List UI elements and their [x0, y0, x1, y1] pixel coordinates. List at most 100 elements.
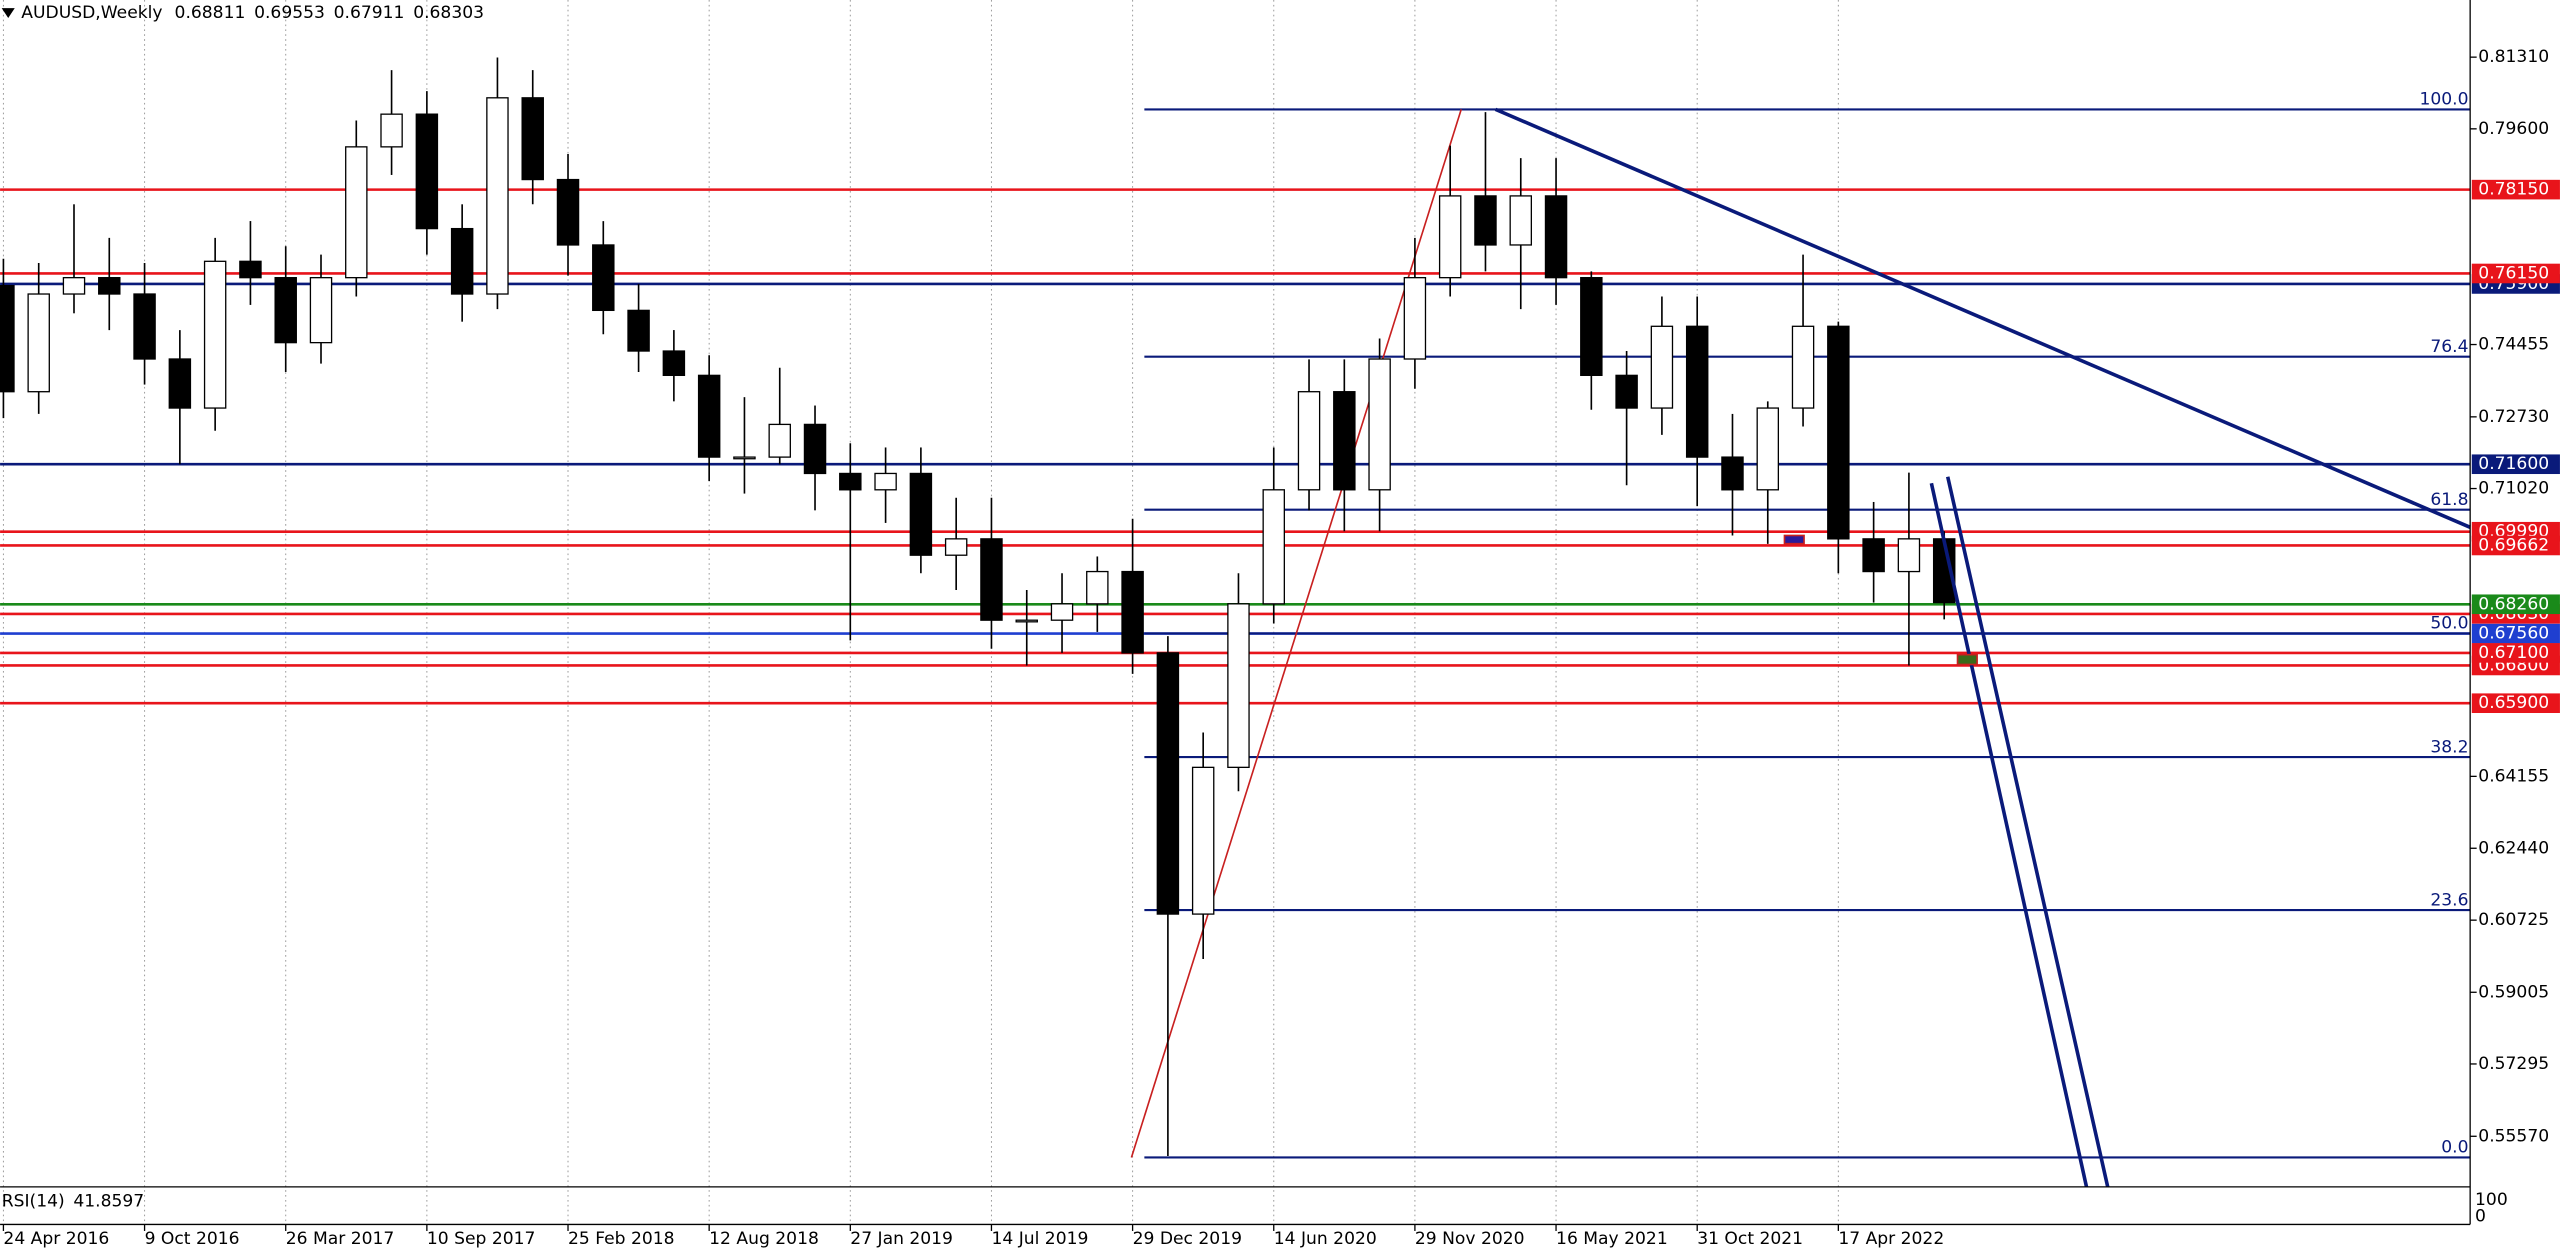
x-tick-label: 27 Jan 2019: [850, 1229, 953, 1249]
fibo-label: 23.6: [2430, 890, 2468, 910]
y-tick-label: 0.64155: [2478, 766, 2549, 786]
fibo-label: 76.4: [2430, 337, 2468, 357]
fibo-label: 38.2: [2430, 737, 2468, 757]
candle-body: [1156, 652, 1180, 915]
candle-body: [627, 309, 650, 352]
axes: 0.81310 0.79600 0.74455 0.72730 0.71020 0.641…: [2, 47, 2560, 1249]
candle-body: [309, 277, 333, 344]
candle-body: [1227, 603, 1250, 768]
rsi-name: RSI(14): [2, 1192, 65, 1212]
rsi-value: 41.8597: [73, 1192, 144, 1212]
candle-body: [239, 260, 262, 279]
level-label: 0.76150: [2478, 263, 2549, 283]
x-tick-label: 17 Apr 2022: [1838, 1229, 1944, 1249]
candle-body: [556, 178, 580, 246]
level-label: 0.78150: [2478, 180, 2549, 200]
fibo-label: 100.0: [2419, 90, 2468, 110]
last-open: 0.68811: [175, 3, 246, 23]
level-box: [2471, 263, 2560, 284]
level-box: [2471, 623, 2560, 644]
rsi-label: RSI(14) 41.8597: [2, 1192, 145, 1212]
candle-body: [1791, 325, 1815, 409]
candle-body: [592, 244, 615, 312]
x-tick-label: 29 Nov 2020: [1415, 1229, 1525, 1249]
header: AUDUSD,Weekly 0.68811 0.69553 0.67911 0.…: [21, 3, 484, 23]
y-tick-label: 0.71020: [2478, 479, 2549, 499]
level-label: 0.67560: [2478, 624, 2549, 644]
channel-line: [1929, 482, 2089, 1188]
candle-body: [1015, 619, 1038, 623]
last-low: 0.67911: [334, 3, 405, 23]
candle-body: [133, 293, 156, 360]
candle-body: [768, 423, 791, 458]
x-tick-label: 24 Apr 2016: [3, 1229, 109, 1249]
candle-body: [662, 350, 686, 377]
y-tick-label: 0.60725: [2478, 910, 2549, 930]
candle-body: [1685, 325, 1709, 458]
y-tick-label: 0.81310: [2478, 47, 2549, 67]
x-tick-label: 9 Oct 2016: [145, 1229, 240, 1249]
candle-body: [1050, 603, 1074, 621]
fibo-label: 61.8: [2430, 490, 2468, 510]
candle-body: [1509, 195, 1532, 246]
candle-body: [98, 277, 121, 295]
candle-body: [1438, 195, 1462, 279]
candle-body: [1615, 374, 1638, 409]
candle-body: [486, 97, 509, 295]
candle-body: [0, 284, 15, 393]
channel-line: [1945, 476, 2110, 1188]
candle-body: [839, 472, 862, 491]
candle-body: [1580, 277, 1603, 377]
candle-body: [521, 97, 544, 181]
level-label: 0.67100: [2478, 643, 2549, 663]
level-label: 0.69662: [2478, 535, 2549, 555]
candle-body: [1262, 489, 1285, 605]
level-label: 0.71600: [2478, 454, 2549, 474]
candle-body: [1544, 195, 1568, 279]
y-tick-label: 0.79600: [2478, 119, 2549, 139]
candle-body: [1191, 766, 1215, 915]
trend-line: [1494, 107, 2471, 529]
candle-body: [1474, 195, 1497, 246]
x-tick-label: 14 Jun 2020: [1274, 1229, 1377, 1249]
y-tick-label: 0.57295: [2478, 1054, 2549, 1074]
level-box: [2471, 535, 2560, 556]
candle-body: [803, 423, 827, 475]
x-tick-label: 25 Feb 2018: [568, 1229, 675, 1249]
candle-body: [450, 227, 474, 295]
candle-body: [203, 260, 227, 409]
level-box: [2471, 454, 2560, 475]
rsi-tick-label: 100: [2475, 1190, 2508, 1210]
marker: [1956, 653, 1978, 666]
candle-body: [380, 113, 403, 148]
candle-body: [733, 456, 756, 460]
candle-body: [415, 113, 439, 230]
candle-body: [874, 472, 897, 491]
candles: [0, 57, 1956, 1156]
y-tick-label: 0.74455: [2478, 335, 2549, 355]
menu-arrow[interactable]: [1, 8, 15, 18]
level-box: [2471, 594, 2560, 615]
x-tick-label: 26 Mar 2017: [286, 1229, 395, 1249]
candle-body: [909, 472, 933, 556]
y-tick-label: 0.72730: [2478, 407, 2549, 427]
y-tick-label: 0.62440: [2478, 838, 2549, 858]
x-tick-label: 10 Sep 2017: [427, 1229, 536, 1249]
symbol: AUDUSD,Weekly: [21, 3, 162, 23]
level-box: [2471, 179, 2560, 200]
x-tick-label: 31 Oct 2021: [1697, 1229, 1803, 1249]
level-box: [2471, 643, 2560, 663]
candle-body: [1650, 325, 1674, 409]
candle-body: [1756, 407, 1780, 491]
rsi-tick-label: 0: [2475, 1206, 2486, 1226]
y-tick-label: 0.59005: [2478, 982, 2549, 1002]
candle-body: [1368, 358, 1391, 491]
candle-body: [27, 293, 50, 393]
candle-body: [944, 538, 968, 556]
candle-body: [1721, 456, 1744, 491]
candle-body: [1862, 538, 1885, 573]
candle-body: [697, 374, 721, 458]
